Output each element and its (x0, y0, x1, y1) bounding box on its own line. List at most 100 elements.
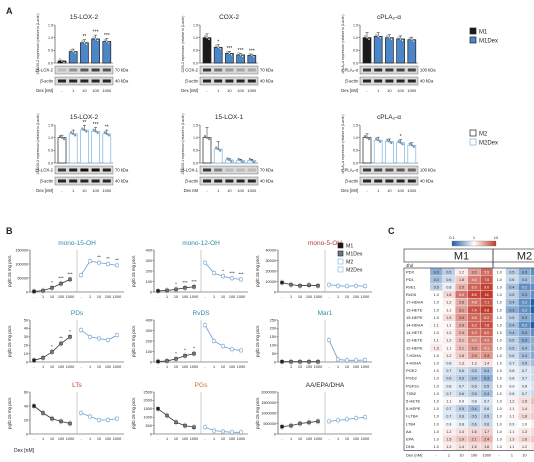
actin-band (363, 79, 371, 83)
heatmap-cell-value: 0.6 (484, 422, 489, 426)
data-point (183, 286, 187, 290)
heatmap-cell-value: 1.0 (497, 339, 502, 343)
blot-y-label: cPLA₂-α expression (relative to β-actin) (341, 115, 345, 174)
data-point (388, 36, 391, 39)
dose-label: 10 (345, 295, 349, 299)
heatmap-cell-value: 0.6 (509, 278, 514, 282)
series-line (328, 339, 366, 361)
dose-label: 1000 (314, 365, 322, 369)
heatmap-dose-label: 10 (459, 453, 463, 457)
western-blot-panel-top-0: 15-LOX-215-LOX-2 expression (relative to… (35, 13, 129, 93)
heatmap-cell-value: 2.9 (472, 354, 477, 358)
y-axis-label: pg/0.15 mg prot. (255, 397, 260, 429)
heatmap-row-label: 15-HEPE (406, 315, 423, 320)
dose-label: 100 (237, 88, 244, 93)
y-tick-label: 1.5 (48, 23, 53, 27)
data-point (106, 418, 110, 422)
heatmap-cell-value: 0.5 (522, 362, 527, 366)
data-point (354, 358, 358, 363)
heatmap-cell-value: 1.6 (446, 293, 451, 297)
data-point (212, 339, 216, 343)
data-point (107, 41, 110, 45)
dose-label: - (157, 437, 159, 441)
bar (407, 39, 417, 64)
heatmap-cell-value: 1.6 (522, 415, 527, 419)
y-tick-label: 0 (26, 290, 28, 294)
data-point (41, 356, 45, 360)
heatmap-cell-value: 0.4 (509, 331, 514, 335)
kda-label: 40 kDa (260, 179, 274, 184)
data-point (217, 46, 220, 49)
dose-label: 1 (337, 365, 339, 369)
protein-band (214, 168, 223, 172)
y-tick-label: 200 (146, 339, 152, 343)
heatmap-cell-value: 1.1 (446, 324, 451, 328)
data-point (59, 341, 63, 346)
heatmap-header (403, 248, 534, 263)
dose-label: 1000 (237, 365, 245, 369)
data-point (103, 131, 106, 134)
bar (102, 41, 112, 64)
data-point (183, 423, 187, 428)
heatmap-cell-value: 1.8 (459, 354, 464, 358)
heatmap-cell-value: 0.5 (509, 293, 514, 297)
bar (80, 129, 89, 164)
blot-y-label: 15-LOX-2 expression (relative to β-actin… (36, 113, 40, 174)
heatmap-row-label: PDX (406, 269, 415, 274)
data-point (367, 38, 371, 41)
heatmap-cell (530, 336, 534, 345)
heatmap-row-label: 14-HDHA (406, 323, 423, 328)
heatmap-cell-value: 1.0 (497, 422, 502, 426)
legend-label: M1 (479, 30, 488, 36)
data-point (367, 138, 371, 141)
y-tick-label: 1500000 (261, 401, 276, 405)
dose-label: 1 (89, 437, 91, 441)
heatmap-cell-value: 1.1 (446, 400, 451, 404)
dose-label: - (157, 295, 159, 299)
dose-label: 1000 (247, 188, 257, 193)
y-tick-label: 100 (270, 344, 276, 348)
dose-label: 1000 (314, 437, 322, 441)
data-point (174, 287, 178, 292)
dose-label: 1000 (407, 88, 417, 93)
actin-band (225, 179, 234, 183)
heatmap-cell (530, 381, 534, 390)
dose-label: 100 (182, 365, 188, 369)
dose-label: 100 (397, 188, 404, 193)
heatmap-cell-value: 0.8 (459, 422, 464, 426)
y-tick-label: 100 (146, 350, 152, 354)
dose-label: - (366, 188, 368, 193)
kda-label: 70 kDa (115, 68, 129, 73)
dose-label: 1 (217, 88, 220, 93)
significance-mark: * (175, 281, 177, 286)
legend-swatch (337, 266, 344, 273)
heatmap-cell-value: 2.6 (459, 324, 464, 328)
western-blot-panel-bottom-0: 15-LOX-215-LOX-2 expression (relative to… (35, 113, 129, 193)
heatmap-row-label: 12-HEPE (406, 345, 423, 350)
dose-label: 100 (353, 295, 359, 299)
heatmap-cell-value: 1.1 (509, 430, 514, 434)
blot-strip (199, 65, 259, 75)
y-tick-label: 400 (146, 248, 152, 252)
data-point (327, 338, 331, 342)
actin-band (203, 179, 211, 183)
heatmap-cell-value: 0.4 (522, 278, 527, 282)
kda-label: 100 kDa (420, 168, 436, 173)
heatmap-cell-value: 1.0 (497, 308, 502, 312)
data-point (203, 35, 207, 38)
dose-label: 1 (290, 365, 292, 369)
bar (57, 137, 67, 164)
heatmap-cell-value: 0.3 (509, 308, 514, 312)
dose-label: 100 (58, 437, 64, 441)
data-point (219, 47, 222, 50)
heatmap-cell-value: 1.0 (497, 316, 502, 320)
data-point (241, 55, 244, 58)
dose-label: 100 (306, 437, 312, 441)
y-tick-label: 0.5 (353, 149, 358, 153)
dose-label: 100 (92, 188, 99, 193)
legend-swatch (469, 36, 477, 44)
dose-label: 1 (42, 365, 44, 369)
data-point (379, 36, 382, 39)
data-point (115, 416, 119, 421)
heatmap-cell-value: 1.2 (509, 400, 514, 404)
